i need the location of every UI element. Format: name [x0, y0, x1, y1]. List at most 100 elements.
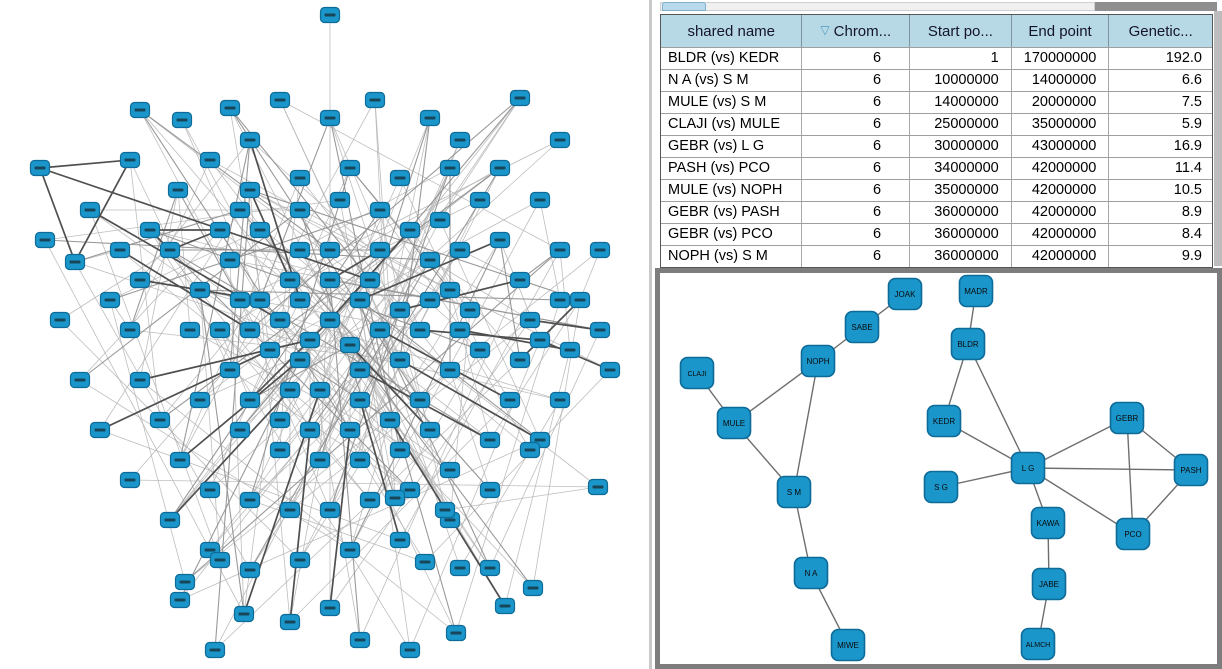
network-edge[interactable] — [329, 279, 361, 641]
network-edge[interactable] — [399, 279, 521, 311]
network-edge[interactable] — [459, 329, 571, 351]
network-edge[interactable] — [359, 299, 457, 634]
network-edge[interactable] — [289, 97, 521, 391]
network-node[interactable]: SABE — [844, 310, 880, 344]
network-edge[interactable] — [419, 329, 541, 341]
network-edge[interactable] — [359, 299, 411, 651]
network-edge[interactable] — [329, 279, 599, 488]
network-edge[interactable] — [199, 289, 561, 301]
network-edge[interactable] — [444, 486, 599, 511]
network-edge[interactable] — [109, 209, 381, 301]
network-edge[interactable] — [149, 229, 411, 651]
table-row[interactable]: BLDR (vs) KEDR 6 1 170000000 192.0 — [661, 47, 1212, 69]
table-row[interactable]: MULE (vs) NOPH 6 35000000 42000000 10.5 — [661, 179, 1212, 201]
network-edge[interactable] — [579, 249, 601, 301]
network-node[interactable]: KAWA — [1030, 506, 1066, 540]
network-edge[interactable] — [399, 117, 431, 361]
network-edge[interactable] — [149, 229, 431, 301]
network-edge[interactable] — [374, 99, 396, 499]
network-edge[interactable] — [379, 329, 461, 569]
network-edge[interactable] — [329, 429, 351, 609]
network-edge[interactable] — [379, 209, 446, 511]
network-edge[interactable] — [169, 389, 291, 521]
network-edge[interactable] — [249, 167, 351, 501]
network-node[interactable]: CLAJI — [679, 356, 715, 390]
network-edge[interactable] — [169, 209, 381, 521]
network-edge[interactable] — [59, 319, 301, 561]
network-edge[interactable] — [239, 209, 491, 491]
network-edge[interactable] — [139, 109, 311, 431]
network-node[interactable]: S G — [923, 470, 959, 504]
table-row[interactable]: PASH (vs) PCO 6 34000000 42000000 11.4 — [661, 157, 1212, 179]
network-edge[interactable] — [349, 344, 431, 431]
table-row[interactable]: CLAJI (vs) MULE 6 25000000 35000000 5.9 — [661, 113, 1212, 135]
network-edge[interactable] — [59, 249, 171, 321]
column-header-end-point[interactable]: End point — [1012, 15, 1110, 47]
table-row[interactable]: N A (vs) S M 6 10000000 14000000 6.6 — [661, 69, 1212, 91]
network-edge[interactable] — [359, 239, 501, 301]
network-edge[interactable] — [39, 167, 371, 281]
network-edge[interactable] — [329, 319, 531, 609]
network-edge[interactable] — [289, 399, 511, 623]
network-edge[interactable] — [309, 339, 457, 634]
network-edge[interactable] — [519, 299, 581, 361]
network-edge[interactable] — [229, 199, 541, 371]
network-edge[interactable] — [39, 167, 76, 263]
scrollbar-thumb[interactable] — [662, 2, 706, 11]
network-edge[interactable] — [129, 479, 599, 488]
network-edge[interactable] — [99, 209, 241, 431]
network-edge[interactable] — [139, 189, 179, 381]
network-edge[interactable] — [399, 249, 561, 541]
network-edge[interactable] — [359, 399, 401, 541]
network-edge[interactable] — [379, 209, 511, 401]
network-edge[interactable] — [119, 249, 251, 331]
network-edge[interactable] — [239, 139, 561, 431]
network-edge[interactable] — [504, 349, 571, 607]
network-node[interactable]: MULE — [716, 406, 752, 440]
network-edge[interactable] — [139, 109, 331, 251]
column-header-chromosome[interactable]: ▽ Chrom... — [802, 15, 911, 47]
table-row[interactable]: NOPH (vs) S M 6 36000000 42000000 9.9 — [661, 245, 1212, 267]
network-edge[interactable] — [459, 249, 521, 281]
network-edge[interactable] — [99, 349, 271, 431]
network-edge[interactable] — [379, 329, 491, 569]
network-edge[interactable] — [74, 159, 131, 263]
network-edge[interactable] — [199, 289, 245, 615]
network-edge[interactable] — [439, 97, 521, 221]
network-edge[interactable] — [79, 229, 221, 381]
network-node[interactable]: JABE — [1031, 567, 1067, 601]
network-edge[interactable] — [289, 429, 311, 623]
network-edge[interactable] — [424, 369, 611, 563]
network-edge[interactable] — [1126, 417, 1134, 535]
network-node[interactable]: L G — [1010, 451, 1046, 485]
network-edge[interactable] — [229, 139, 251, 371]
column-header-shared-name[interactable]: shared name — [661, 15, 803, 47]
network-node[interactable]: N A — [793, 556, 829, 590]
network-edge[interactable] — [329, 167, 451, 511]
network-edge[interactable] — [1027, 467, 1134, 535]
network-edge[interactable] — [179, 329, 251, 461]
network-edge[interactable] — [529, 319, 601, 331]
network-edge[interactable] — [74, 261, 311, 341]
network-edge[interactable] — [199, 289, 221, 561]
network-node[interactable]: PASH — [1173, 453, 1209, 487]
column-header-start-position[interactable]: Start po... — [910, 15, 1012, 47]
network-edge[interactable] — [455, 299, 561, 634]
network-edge[interactable] — [79, 209, 301, 381]
filter-icon[interactable]: ▽ — [820, 23, 830, 37]
network-edge[interactable] — [39, 159, 131, 169]
network-edge[interactable] — [139, 109, 351, 431]
table-row[interactable]: GEBR (vs) L G 6 30000000 43000000 16.9 — [661, 135, 1212, 157]
table-row[interactable]: GEBR (vs) PCO 6 36000000 42000000 8.4 — [661, 223, 1212, 245]
network-node[interactable]: NOPH — [800, 344, 836, 378]
network-edge[interactable] — [44, 239, 431, 261]
network-node[interactable]: KEDR — [926, 404, 962, 438]
column-header-genetic[interactable]: Genetic... — [1109, 15, 1212, 47]
network-edge[interactable] — [169, 249, 381, 521]
network-edge[interactable] — [249, 189, 291, 281]
network-edge[interactable] — [149, 229, 411, 491]
network-edge[interactable] — [214, 189, 251, 651]
network-edge[interactable] — [249, 189, 291, 623]
network-edge[interactable] — [409, 339, 541, 651]
network-edge[interactable] — [139, 139, 251, 281]
